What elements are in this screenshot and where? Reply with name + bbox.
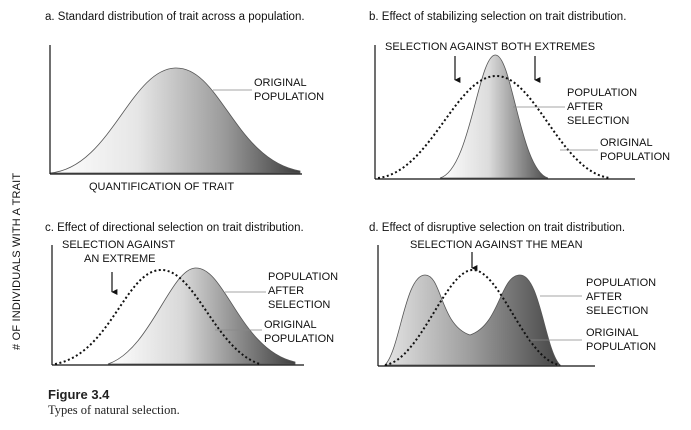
panel-b-original-label: ORIGINAL POPULATION [600,137,670,163]
panel-b-after-curve [439,54,549,179]
panel-b-title: b. Effect of stabilizing selection on tr… [369,11,626,23]
panel-b-selection-label: SELECTION AGAINST BOTH EXTREMES [385,41,595,53]
panel-a-original-label: ORIGINAL POPULATION [254,77,324,103]
panel-d-after-curve [384,274,561,366]
panel-b-original-curve [377,74,611,179]
panel-b-after-label: POPULATION AFTER SELECTION [567,87,640,127]
panel-d-selection-label: SELECTION AGAINST THE MEAN [410,239,583,251]
natural-selection-diagram: # OF INDIVIDUALS WITH A TRAIT a. Standar… [11,11,670,367]
panel-b: b. Effect of stabilizing selection on tr… [369,11,670,180]
y-axis-label: # OF INDIVIDUALS WITH A TRAIT [11,173,23,350]
panel-c-after-label: POPULATION AFTER SELECTION [268,271,341,311]
panel-a-original-curve [49,67,301,174]
panel-a-title: a. Standard distribution of trait across… [45,11,305,23]
panel-c-after-curve [107,267,296,365]
panel-d-after-label: POPULATION AFTER SELECTION [586,277,659,317]
panel-d: d. Effect of disruptive selection on tra… [369,222,659,367]
panel-c-selection-label: SELECTION AGAINST AN EXTREME [62,239,178,265]
panel-c-original-curve [54,268,261,365]
panel-c-original-label: ORIGINAL POPULATION [264,319,334,345]
panel-a: a. Standard distribution of trait across… [45,11,324,193]
panel-c: c. Effect of directional selection on tr… [45,222,341,366]
figure-caption-text: Types of natural selection. [48,403,180,417]
panel-d-original-label: ORIGINAL POPULATION [586,327,656,353]
figure-caption-title: Figure 3.4 [48,387,110,402]
panel-a-x-label: QUANTIFICATION OF TRAIT [89,181,234,193]
panel-d-title: d. Effect of disruptive selection on tra… [369,222,625,234]
panel-c-title: c. Effect of directional selection on tr… [45,222,304,234]
